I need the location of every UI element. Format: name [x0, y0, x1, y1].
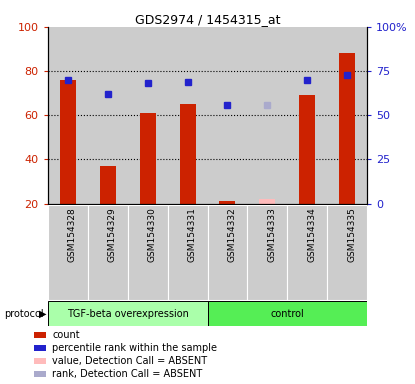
Text: GSM154331: GSM154331: [188, 207, 197, 262]
Bar: [327, 205, 367, 300]
Bar: [48, 27, 88, 204]
Bar: [208, 301, 367, 326]
Bar: [128, 205, 168, 300]
Bar: [48, 301, 208, 326]
Bar: [34, 345, 46, 351]
Bar: [168, 205, 208, 300]
Bar: [60, 80, 76, 204]
Text: control: control: [271, 309, 304, 319]
Bar: [48, 205, 88, 300]
Text: GSM154328: GSM154328: [68, 207, 77, 262]
Title: GDS2974 / 1454315_at: GDS2974 / 1454315_at: [135, 13, 280, 26]
Bar: [220, 201, 235, 204]
Text: GSM154334: GSM154334: [308, 207, 316, 262]
Bar: [259, 199, 276, 204]
Bar: [180, 104, 195, 204]
Bar: [208, 27, 247, 204]
Bar: [88, 205, 128, 300]
Text: GSM154333: GSM154333: [267, 207, 276, 262]
Bar: [128, 27, 168, 204]
Text: ▶: ▶: [39, 309, 47, 319]
Bar: [88, 27, 128, 204]
Bar: [208, 205, 247, 300]
Bar: [287, 27, 327, 204]
Bar: [247, 205, 287, 300]
Text: value, Detection Call = ABSENT: value, Detection Call = ABSENT: [52, 356, 208, 366]
Text: protocol: protocol: [4, 309, 44, 319]
Text: GSM154332: GSM154332: [227, 207, 237, 262]
Bar: [327, 27, 367, 204]
Bar: [287, 205, 327, 300]
Bar: [247, 27, 287, 204]
Text: count: count: [52, 330, 80, 340]
Bar: [168, 27, 208, 204]
Bar: [339, 53, 355, 204]
Bar: [34, 358, 46, 364]
Bar: [34, 332, 46, 338]
Bar: [34, 371, 46, 377]
Text: GSM154329: GSM154329: [107, 207, 117, 262]
Bar: [299, 95, 315, 204]
Text: percentile rank within the sample: percentile rank within the sample: [52, 343, 217, 353]
Text: GSM154335: GSM154335: [347, 207, 356, 262]
Text: GSM154330: GSM154330: [148, 207, 156, 262]
Bar: [100, 166, 116, 204]
Text: TGF-beta overexpression: TGF-beta overexpression: [67, 309, 188, 319]
Text: rank, Detection Call = ABSENT: rank, Detection Call = ABSENT: [52, 369, 203, 379]
Bar: [139, 113, 156, 204]
